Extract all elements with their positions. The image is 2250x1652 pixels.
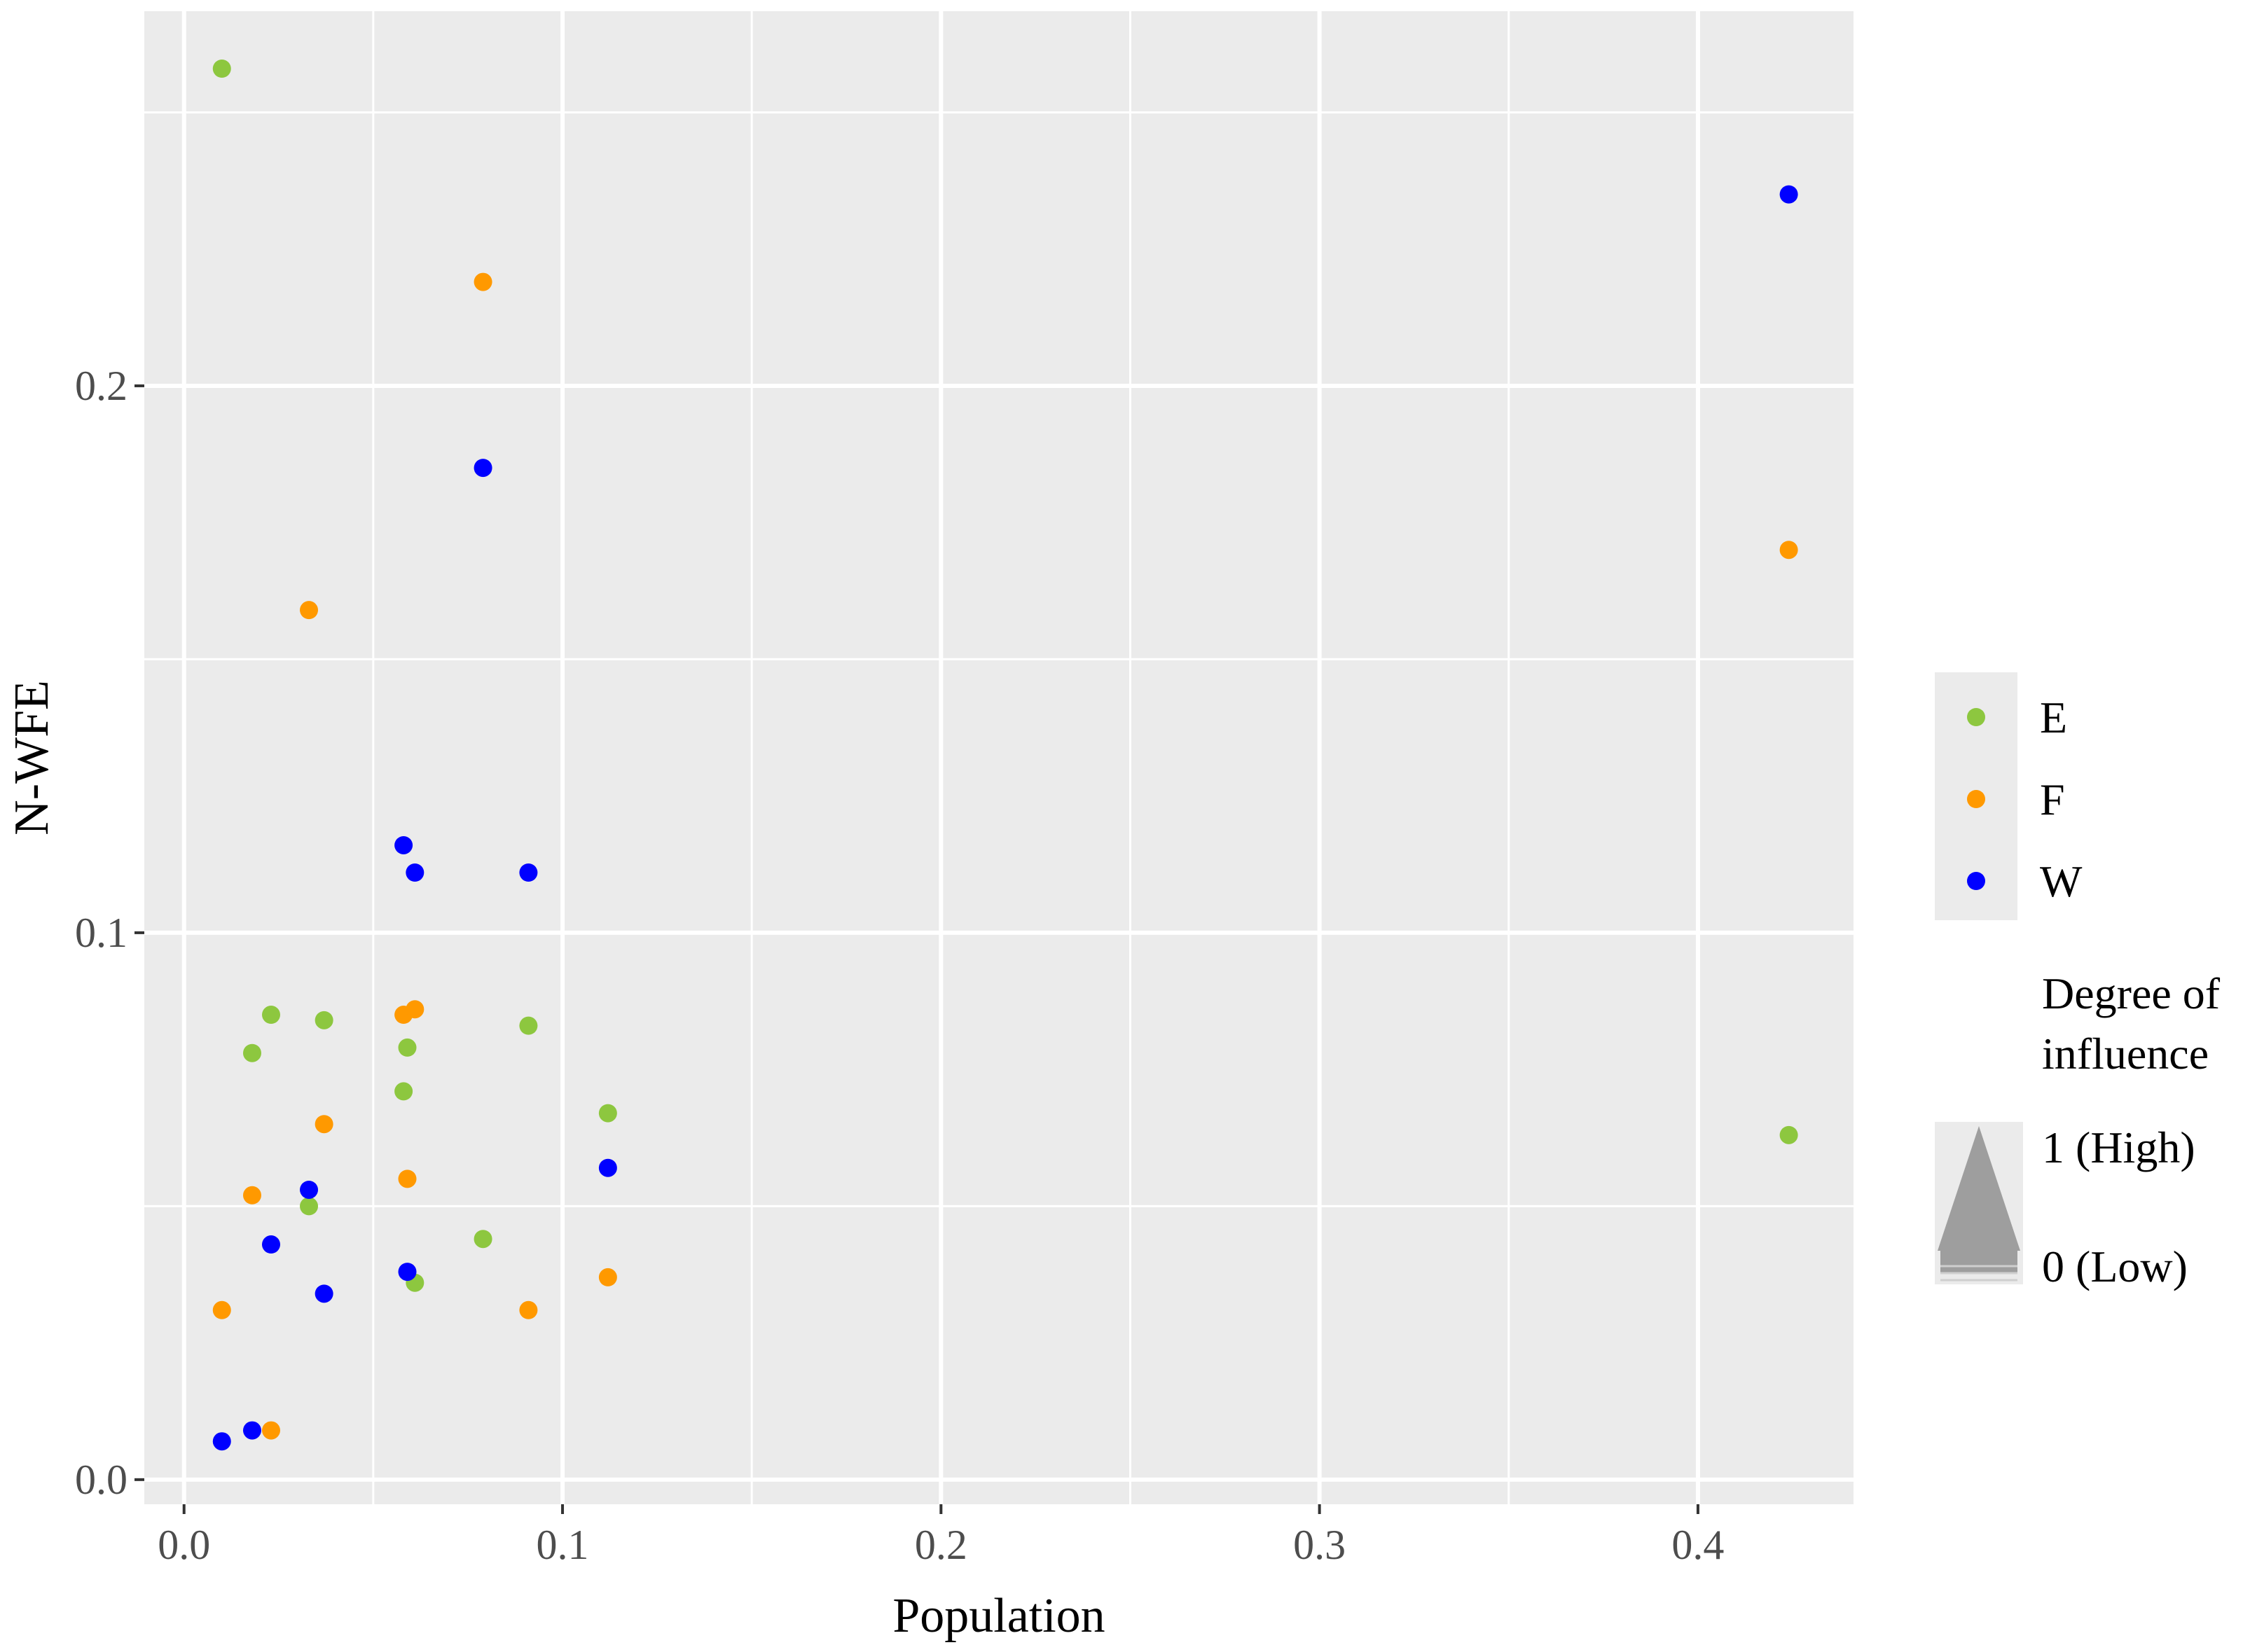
x-tick-label: 0.0 <box>158 1522 210 1568</box>
data-point-F <box>300 601 319 620</box>
data-point-F <box>398 1169 417 1188</box>
x-tick-label: 0.2 <box>915 1522 967 1568</box>
x-axis-title: Population <box>892 1589 1105 1643</box>
influence-arrow-icon <box>1938 1126 2020 1251</box>
legend-label-W: W <box>2040 856 2083 906</box>
data-point-F <box>242 1186 261 1205</box>
data-point-E <box>598 1104 617 1123</box>
data-point-W <box>394 835 413 854</box>
data-point-F <box>406 1000 425 1019</box>
influence-low-label: 0 (Low) <box>2042 1242 2188 1291</box>
legend: E F W Degree of influence 1 (High) 0 (Lo… <box>1935 672 2221 1291</box>
data-point-W <box>262 1235 281 1254</box>
data-point-E <box>315 1011 333 1029</box>
influence-high-label: 1 (High) <box>2042 1123 2195 1172</box>
data-points <box>212 60 1798 1451</box>
legend-marker-F <box>1967 790 1985 808</box>
legend-label-F: F <box>2040 775 2065 824</box>
data-point-W <box>406 863 425 882</box>
legend-marker-W <box>1967 872 1985 890</box>
influence-arrow-shaft <box>1940 1251 2017 1273</box>
legend-label-E: E <box>2040 693 2067 742</box>
y-axis-title: N-WFE <box>5 680 59 835</box>
minor-gridlines <box>144 11 1854 1504</box>
legend-marker-E <box>1967 708 1985 726</box>
data-point-F <box>1779 541 1798 560</box>
major-gridlines <box>144 11 1854 1504</box>
data-point-W <box>300 1180 319 1199</box>
data-point-W <box>519 863 538 882</box>
panel-background <box>144 11 1854 1504</box>
data-point-F <box>262 1421 281 1440</box>
data-point-F <box>315 1115 333 1134</box>
x-tick-label: 0.3 <box>1293 1522 1346 1568</box>
data-point-E <box>212 60 231 78</box>
x-axis-ticks: 0.0 0.1 0.2 0.3 0.4 <box>158 1504 1724 1568</box>
data-point-W <box>398 1263 417 1282</box>
y-tick-label: 0.2 <box>75 363 127 409</box>
data-point-E <box>474 1230 492 1249</box>
data-point-F <box>474 272 492 291</box>
data-point-F <box>519 1300 538 1319</box>
data-point-W <box>212 1432 231 1451</box>
y-axis-ticks: 0.0 0.1 0.2 <box>75 363 144 1503</box>
y-tick-label: 0.0 <box>75 1457 127 1503</box>
data-point-F <box>212 1300 231 1319</box>
data-point-W <box>242 1421 261 1440</box>
data-point-F <box>598 1268 617 1286</box>
x-tick-label: 0.1 <box>537 1522 589 1568</box>
data-point-W <box>474 459 492 478</box>
data-point-E <box>242 1043 261 1062</box>
influence-legend-title-line1: Degree of <box>2042 969 2221 1018</box>
y-tick-label: 0.1 <box>75 910 127 956</box>
data-point-E <box>300 1197 319 1216</box>
data-point-W <box>1779 185 1798 204</box>
data-point-E <box>398 1038 417 1057</box>
x-tick-label: 0.4 <box>1671 1522 1724 1568</box>
data-point-E <box>262 1006 281 1025</box>
data-point-W <box>315 1284 333 1303</box>
data-point-E <box>394 1082 413 1101</box>
data-point-E <box>519 1016 538 1035</box>
influence-legend-title-line2: influence <box>2042 1029 2209 1078</box>
data-point-E <box>1779 1125 1798 1144</box>
data-point-W <box>598 1158 617 1177</box>
